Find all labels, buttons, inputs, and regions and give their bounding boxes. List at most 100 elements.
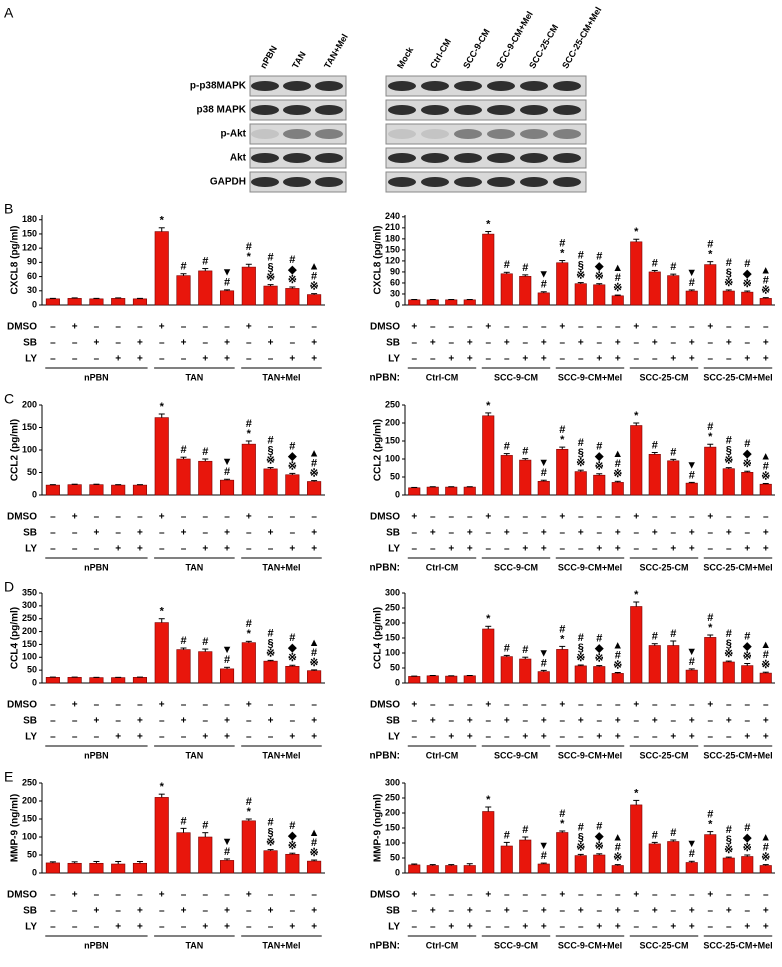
treatment-sign: – [181,922,187,933]
bar [263,660,278,684]
group-label: Ctrl-CM [426,562,459,572]
treatment-sign: – [504,322,510,333]
treatment-sign: + [115,922,121,933]
significance-mark: * [160,215,165,227]
treatment-sign: + [559,512,565,523]
significance-mark: # [596,251,602,263]
blot-band [388,105,416,115]
bar [722,290,735,306]
treatment-sign: – [485,906,491,917]
treatment-sign: – [448,512,454,523]
significance-mark: # [726,257,732,269]
treatment-sign: – [504,922,510,933]
treatment-sign: – [72,338,78,349]
treatment-sign: + [311,906,317,917]
treatment-sign: – [559,338,565,349]
bar [759,483,772,496]
significance-mark: ▲ [309,827,320,839]
group-label: SCC-25-CM [639,750,688,760]
treatment-sign: + [578,528,584,539]
treatment-sign: – [290,512,296,523]
significance-mark: ※ [595,653,604,665]
treatment-sign: – [50,354,56,365]
treatment-sign: – [181,512,187,523]
bar [667,841,680,874]
treatment-sign: + [596,922,602,933]
group-label: nPBN [84,562,109,572]
y-tick-label: 150 [22,228,37,238]
treatment-sign: – [202,890,208,901]
treatment-sign: + [202,732,208,743]
significance-mark: # [180,815,186,827]
group-label: SCC-25-CM [639,372,688,382]
treatment-sign: + [224,544,230,555]
significance-mark: # [559,808,565,820]
bar [111,863,126,874]
treatment-sign: – [670,338,676,349]
treatment-sign: – [763,512,769,523]
treatment-sign: – [268,922,274,933]
significance-mark: ◆ [742,448,752,460]
treatment-sign: + [137,528,143,539]
treatment-sign: + [159,890,165,901]
treatment-sign: – [689,322,695,333]
y-tick-label: 120 [385,255,400,265]
treatment-sign: + [467,732,473,743]
treatment-sign: + [763,528,769,539]
blot-band [251,177,279,187]
treatment-sign: – [411,528,417,539]
significance-mark: ◆ [594,643,604,655]
lane-label: SCC-9-CM [461,27,492,70]
y-tick-label: 50 [27,467,37,477]
treatment-sign: + [311,544,317,555]
y-tick-label: 150 [22,422,37,432]
treatment-sign: – [559,906,565,917]
treatment-sign: – [246,354,252,365]
bar [519,459,532,496]
group-label: SCC-25-CM+Mel [703,562,772,572]
treatment-sign: + [94,528,100,539]
treatment-sign: + [159,700,165,711]
row-label: SB [23,906,37,917]
treatment-sign: – [485,732,491,743]
bar [537,863,550,874]
significance-mark: ※ [266,647,275,659]
treatment-sign: – [596,528,602,539]
bar [463,865,476,874]
treatment-sign: + [559,322,565,333]
blot-band [388,129,416,139]
treatment-sign: + [289,354,295,365]
group-label: TAN [185,940,203,950]
treatment-sign: – [596,890,602,901]
significance-mark: # [311,271,317,283]
blot-band [487,177,515,187]
lane-label: nPBN [258,44,279,70]
treatment-sign: + [246,512,252,523]
y-tick-label: 200 [385,617,400,627]
treatment-sign: + [224,528,230,539]
significance-mark: ※ [310,281,319,293]
significance-mark: ※ [761,285,770,297]
row-label: nPBN: [369,751,400,762]
treatment-sign: + [181,906,187,917]
significance-mark: # [763,460,769,472]
bar [219,668,235,684]
bar [307,670,322,684]
treatment-sign: – [202,716,208,727]
treatment-sign: + [430,528,436,539]
treatment-sign: – [670,322,676,333]
y-tick-label: 150 [22,639,37,649]
significance-mark: # [311,458,317,470]
treatment-sign: – [137,890,143,901]
blot-band [553,153,581,163]
treatment-sign: + [268,906,274,917]
bar [198,651,213,684]
group-label: SCC-9-CM [494,372,538,382]
treatment-sign: – [202,906,208,917]
treatment-sign: – [726,322,732,333]
treatment-sign: – [115,322,121,333]
significance-mark: # [541,657,547,669]
significance-mark: # [559,623,565,635]
group-label: Ctrl-CM [426,940,459,950]
row-label: DMSO [7,890,37,901]
